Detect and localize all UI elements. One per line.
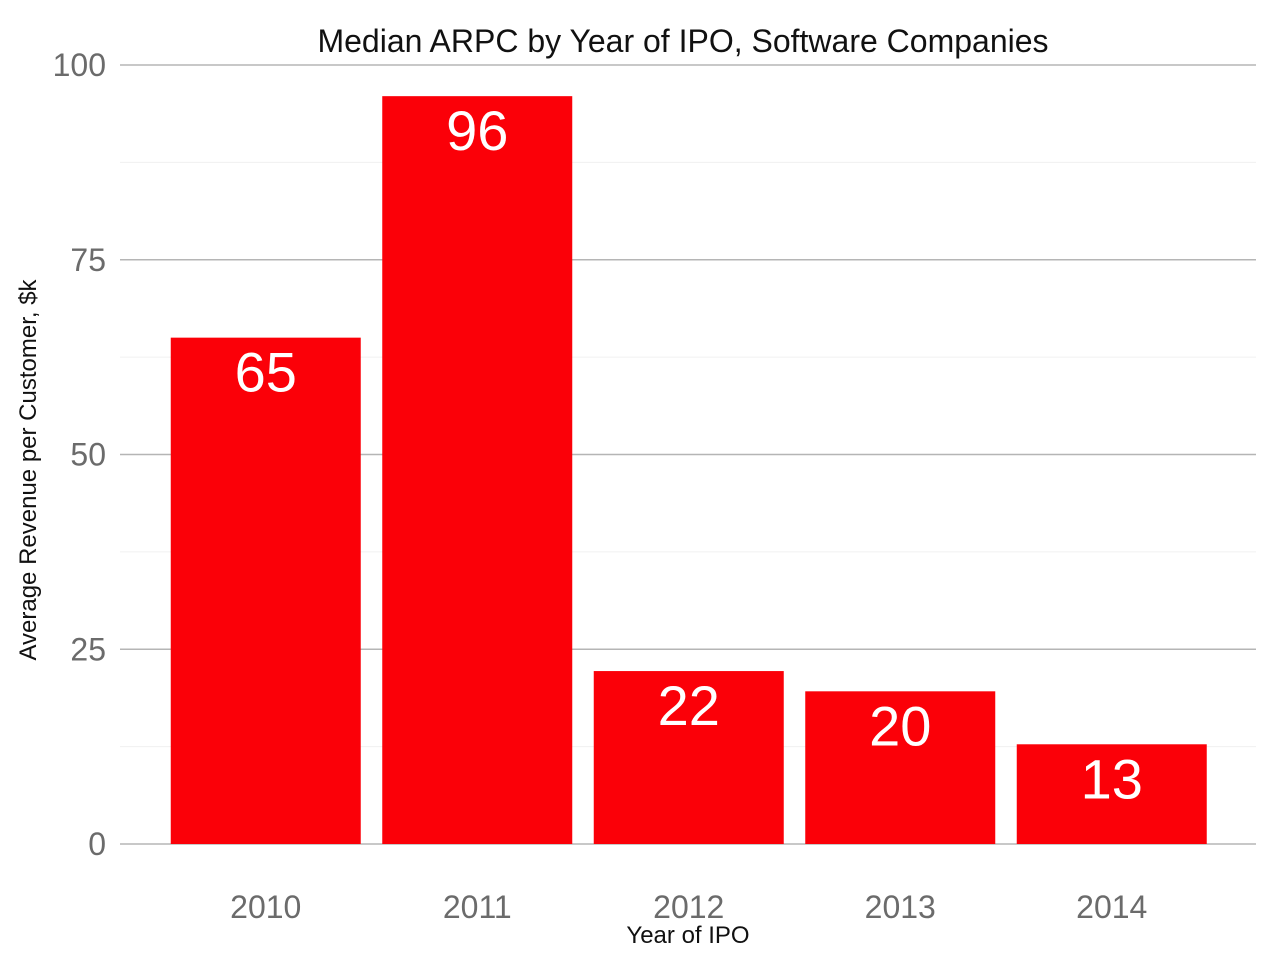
y-tick-label: 25 [70, 631, 106, 667]
x-tick-label-2013: 2013 [865, 889, 936, 925]
bars [170, 96, 1207, 844]
y-tick-label: 50 [70, 437, 106, 473]
data-labels: 65 96 22 20 13 [235, 99, 1143, 810]
y-axis-title: Average Revenue per Customer, $k [15, 278, 42, 660]
y-axis-ticks: 0 25 50 75 100 [53, 47, 106, 862]
x-tick-label-2014: 2014 [1076, 889, 1147, 925]
data-label-2014: 13 [1081, 747, 1143, 810]
y-tick-label: 100 [53, 47, 106, 83]
data-label-2011: 96 [446, 99, 508, 162]
chart-title: Median ARPC by Year of IPO, Software Com… [317, 23, 1048, 59]
data-label-2013: 20 [869, 694, 931, 757]
data-label-2010: 65 [235, 341, 297, 404]
x-axis-title: Year of IPO [626, 922, 749, 949]
bar-2011 [382, 96, 573, 844]
bar-2012 [593, 671, 784, 844]
y-tick-label: 0 [88, 826, 106, 862]
x-tick-label-2012: 2012 [653, 889, 724, 925]
x-tick-label-2011: 2011 [443, 889, 512, 925]
bar-2010 [170, 337, 361, 844]
x-axis-ticks: 2010 2011 2012 2013 2014 [230, 889, 1147, 925]
bar-2014 [1016, 744, 1207, 844]
data-label-2012: 22 [658, 674, 720, 737]
y-tick-label: 75 [70, 242, 106, 278]
bar-2013 [805, 691, 996, 844]
x-tick-label-2010: 2010 [230, 889, 301, 925]
